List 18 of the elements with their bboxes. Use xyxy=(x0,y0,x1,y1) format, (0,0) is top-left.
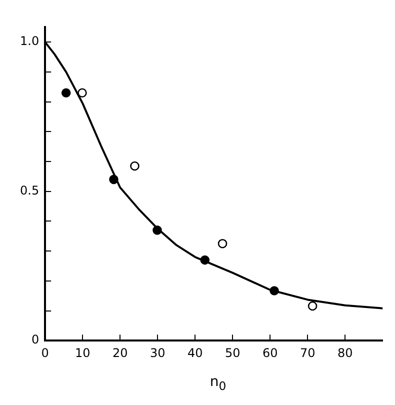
point xyxy=(308,301,318,311)
x-tick-label: 60 xyxy=(262,346,278,360)
x-tick-label: 20 xyxy=(112,346,128,360)
point xyxy=(78,88,87,98)
x-tick-label: 50 xyxy=(225,346,240,360)
point xyxy=(61,88,71,98)
x-tick-label: 0 xyxy=(41,346,49,360)
y-tick-label: 0.5 xyxy=(20,183,40,198)
x-axis-title: n$_{0}$ xyxy=(208,374,228,393)
point xyxy=(218,238,228,248)
x-tick-label: 70 xyxy=(300,346,316,360)
x-tick-label: 10 xyxy=(74,346,90,360)
x-tick-label: 40 xyxy=(187,346,203,360)
point xyxy=(130,161,140,171)
y-tick-label: 0 xyxy=(31,332,40,347)
x-tick-label: 80 xyxy=(338,346,353,360)
y-tick-label: 1.0 xyxy=(20,34,40,48)
x-tick-label: 30 xyxy=(150,346,166,360)
